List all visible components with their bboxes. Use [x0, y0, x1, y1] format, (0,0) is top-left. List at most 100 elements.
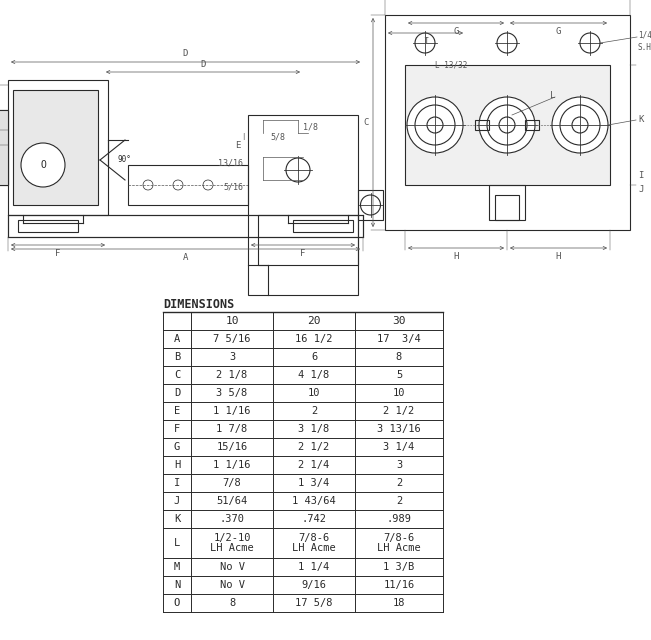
Text: N: N	[174, 580, 180, 590]
Text: 8: 8	[229, 598, 235, 608]
Text: 1/4-20: 1/4-20	[638, 31, 651, 40]
Text: F: F	[300, 249, 306, 258]
Text: 1 7/8: 1 7/8	[216, 424, 247, 434]
Bar	[8, 215, 363, 237]
Text: 51/64: 51/64	[216, 496, 247, 506]
Text: 1 3/B: 1 3/B	[383, 562, 415, 572]
Text: D: D	[201, 60, 206, 69]
Text: 2 1/2: 2 1/2	[383, 406, 415, 416]
Text: 11/16: 11/16	[383, 580, 415, 590]
Text: .370: .370	[219, 514, 245, 524]
Text: D: D	[183, 49, 188, 58]
Bar	[385, 15, 630, 230]
Text: 15/16: 15/16	[216, 442, 247, 452]
Bar	[405, 65, 610, 185]
Text: 10: 10	[308, 388, 320, 398]
Text: 13/16: 13/16	[218, 159, 243, 168]
Text: 3 1/8: 3 1/8	[298, 424, 329, 434]
Text: S.H.C.S.: S.H.C.S.	[638, 42, 651, 51]
Text: F: F	[55, 249, 61, 258]
Text: 17  3/4: 17 3/4	[377, 334, 421, 344]
Bar	[358, 190, 383, 220]
Text: 7/8: 7/8	[223, 478, 242, 488]
Bar	[128, 165, 248, 205]
Text: I: I	[174, 478, 180, 488]
Bar	[489, 185, 525, 220]
Text: K: K	[638, 115, 643, 125]
Text: B: B	[174, 352, 180, 362]
Text: No V: No V	[219, 580, 245, 590]
Text: 16 1/2: 16 1/2	[296, 334, 333, 344]
Text: 3: 3	[229, 352, 235, 362]
Text: |: |	[242, 134, 244, 141]
Circle shape	[580, 33, 600, 53]
Text: L: L	[174, 538, 180, 548]
Circle shape	[552, 97, 608, 153]
Text: C: C	[174, 370, 180, 380]
Circle shape	[21, 143, 65, 187]
Circle shape	[415, 33, 435, 53]
Text: 3: 3	[396, 460, 402, 470]
Bar	[8, 80, 108, 215]
Text: LH Acme: LH Acme	[377, 543, 421, 554]
Text: 90°: 90°	[118, 156, 132, 164]
Text: 1/2-10: 1/2-10	[214, 532, 251, 543]
Text: LH Acme: LH Acme	[210, 543, 254, 554]
Text: K: K	[174, 514, 180, 524]
Bar	[0, 110, 8, 185]
Text: G: G	[453, 27, 459, 36]
Text: 20: 20	[307, 316, 321, 326]
Text: A: A	[174, 334, 180, 344]
Text: E: E	[174, 406, 180, 416]
Text: 1 1/16: 1 1/16	[214, 460, 251, 470]
Text: 10: 10	[225, 316, 239, 326]
Text: L 13/32: L 13/32	[435, 61, 467, 70]
Text: 9/16: 9/16	[301, 580, 327, 590]
Text: I: I	[422, 37, 428, 46]
Text: H: H	[453, 252, 459, 261]
Text: C: C	[364, 118, 369, 127]
Text: 5/8: 5/8	[270, 132, 285, 141]
Text: 1 1/16: 1 1/16	[214, 406, 251, 416]
Text: .989: .989	[387, 514, 411, 524]
Text: 3 1/4: 3 1/4	[383, 442, 415, 452]
Text: 8: 8	[396, 352, 402, 362]
Text: 5/16: 5/16	[223, 182, 243, 191]
Text: H: H	[556, 252, 561, 261]
Bar	[18, 220, 78, 232]
Text: 1 3/4: 1 3/4	[298, 478, 329, 488]
Text: I: I	[638, 170, 643, 179]
Bar	[475, 120, 489, 130]
Bar	[525, 120, 539, 130]
Text: 30: 30	[393, 316, 406, 326]
Text: 4 1/8: 4 1/8	[298, 370, 329, 380]
Bar	[248, 115, 358, 295]
Bar	[495, 195, 519, 220]
Text: 7 5/16: 7 5/16	[214, 334, 251, 344]
Text: F: F	[174, 424, 180, 434]
Text: .742: .742	[301, 514, 327, 524]
Text: O: O	[174, 598, 180, 608]
Text: LH Acme: LH Acme	[292, 543, 336, 554]
Text: 18: 18	[393, 598, 406, 608]
Text: M: M	[174, 562, 180, 572]
Text: 2: 2	[396, 478, 402, 488]
Text: 7/8-6: 7/8-6	[383, 532, 415, 543]
Text: D: D	[174, 388, 180, 398]
Text: 2 1/4: 2 1/4	[298, 460, 329, 470]
Text: 1 43/64: 1 43/64	[292, 496, 336, 506]
Bar	[258, 215, 358, 265]
Text: 7/8-6: 7/8-6	[298, 532, 329, 543]
Text: 5: 5	[396, 370, 402, 380]
Bar	[0, 110, 8, 185]
Text: G: G	[556, 27, 561, 36]
Text: L: L	[550, 90, 555, 99]
Text: 6: 6	[311, 352, 317, 362]
Text: O: O	[40, 160, 46, 170]
Text: 2: 2	[396, 496, 402, 506]
Text: 2 1/8: 2 1/8	[216, 370, 247, 380]
Text: 2: 2	[311, 406, 317, 416]
Circle shape	[407, 97, 463, 153]
Text: DIMENSIONS: DIMENSIONS	[163, 298, 234, 311]
Text: H: H	[174, 460, 180, 470]
